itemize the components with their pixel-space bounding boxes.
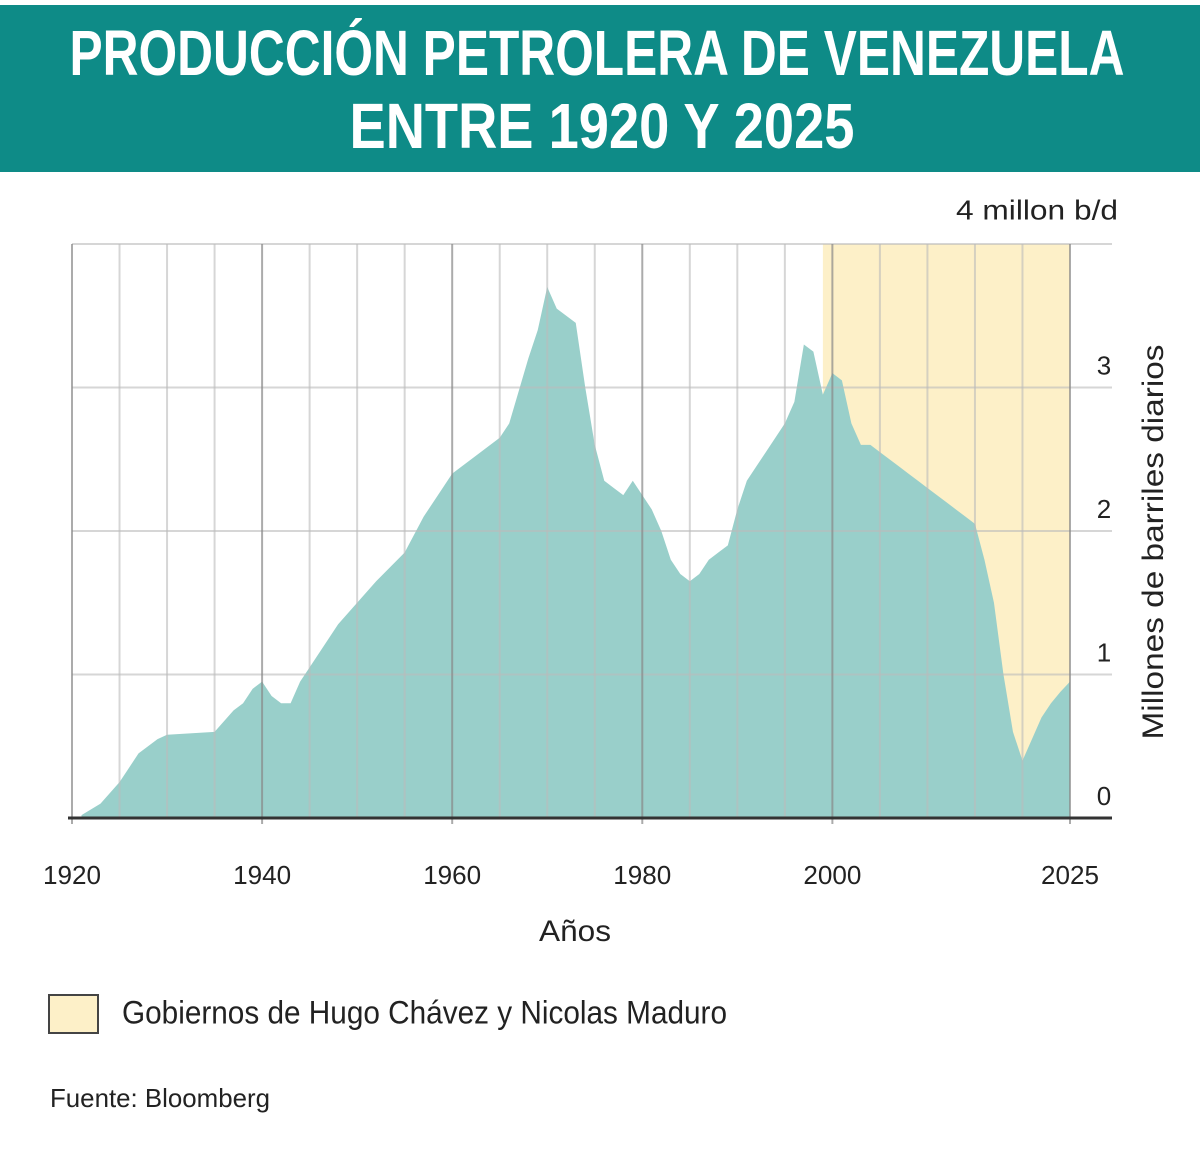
- legend-label: Gobiernos de Hugo Chávez y Nicolas Madur…: [122, 994, 727, 1030]
- x-tick-label: 1940: [233, 860, 291, 890]
- x-axis-label: Años: [539, 915, 611, 948]
- title-banner: [0, 5, 1200, 172]
- x-tick-label: 2000: [803, 860, 861, 890]
- y-tick-label: 1: [1097, 637, 1111, 667]
- y-axis-label: Millones de barriles diarios: [1137, 345, 1170, 740]
- x-tick-label: 1960: [423, 860, 481, 890]
- legend-swatch: [48, 994, 99, 1034]
- y-tick-label: 3: [1097, 350, 1111, 380]
- y-tick-label: 4 millon b/d: [956, 194, 1118, 225]
- chart-title: PRODUCCIÓN PETROLERA DE VENEZUELA: [70, 17, 1125, 89]
- source: Fuente: Bloomberg: [50, 1083, 270, 1113]
- area: [81, 287, 1070, 818]
- x-tick-label: 2025: [1041, 860, 1099, 890]
- y-tick-label: 2: [1097, 494, 1111, 524]
- x-tick-label: 1980: [613, 860, 671, 890]
- chart-title: ENTRE 1920 Y 2025: [350, 90, 855, 162]
- x-tick-label: 1920: [43, 860, 101, 890]
- y-tick-label: 0: [1097, 781, 1111, 811]
